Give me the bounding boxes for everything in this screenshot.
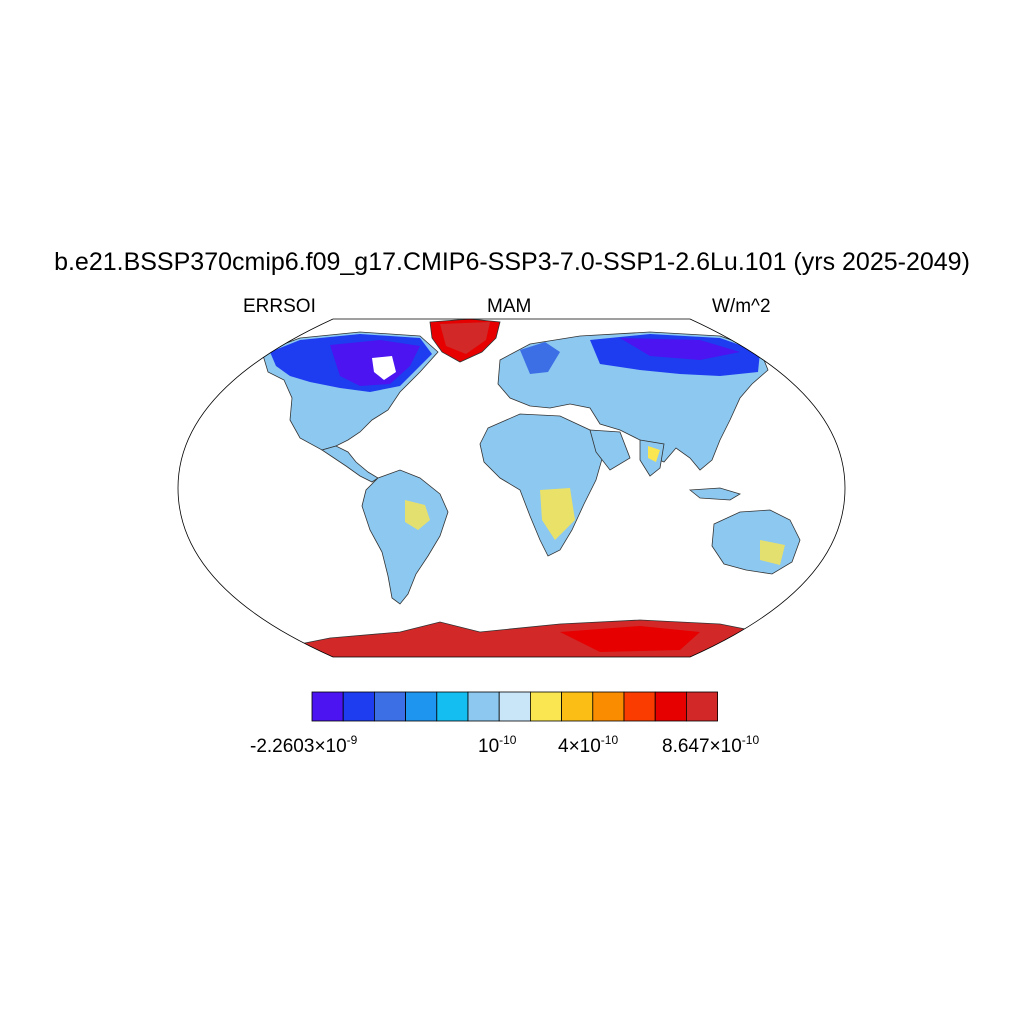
colorbar-label-max: 8.647×10-10	[662, 733, 760, 757]
south-america-region	[361, 469, 449, 605]
colorbar-swatch	[686, 691, 719, 722]
greenland-dark	[440, 322, 490, 354]
variable-label: ERRSOI	[243, 296, 316, 317]
arabia-region	[589, 429, 631, 471]
colorbar-label-1e-10: 10-10	[478, 733, 517, 757]
colorbar-swatch	[405, 691, 438, 722]
scandinavia-region	[520, 342, 560, 374]
colorbar-swatch	[342, 691, 375, 722]
colorbar-swatch	[561, 691, 594, 722]
africa-yellow	[540, 488, 575, 540]
colorbar-swatch	[530, 691, 563, 722]
colorbar-swatch	[311, 691, 344, 722]
south-america-yellow	[405, 500, 430, 530]
colorbar-swatch	[498, 691, 531, 722]
season-label: MAM	[487, 296, 532, 317]
colorbar-swatch	[592, 691, 625, 722]
colorbar-swatch	[654, 691, 687, 722]
colorbar-swatch	[436, 691, 469, 722]
indonesia-region	[688, 487, 741, 501]
plot-title: b.e21.BSSP370cmip6.f09_g17.CMIP6-SSP3-7.…	[54, 248, 970, 276]
antarctica-bright	[560, 626, 700, 652]
india-yellow	[648, 446, 660, 462]
colorbar-label-4e-10: 4×10-10	[558, 733, 619, 757]
colorbar-label-min: -2.2603×10-9	[250, 733, 358, 757]
map-boundary	[177, 318, 846, 658]
units-label: W/m^2	[712, 296, 771, 317]
colorbar-swatch	[373, 691, 406, 722]
hudson-bay	[372, 356, 396, 380]
russia-north	[620, 338, 740, 360]
australia-yellow	[760, 540, 785, 565]
colorbar-swatch	[623, 691, 656, 722]
colorbar-swatch	[467, 691, 500, 722]
